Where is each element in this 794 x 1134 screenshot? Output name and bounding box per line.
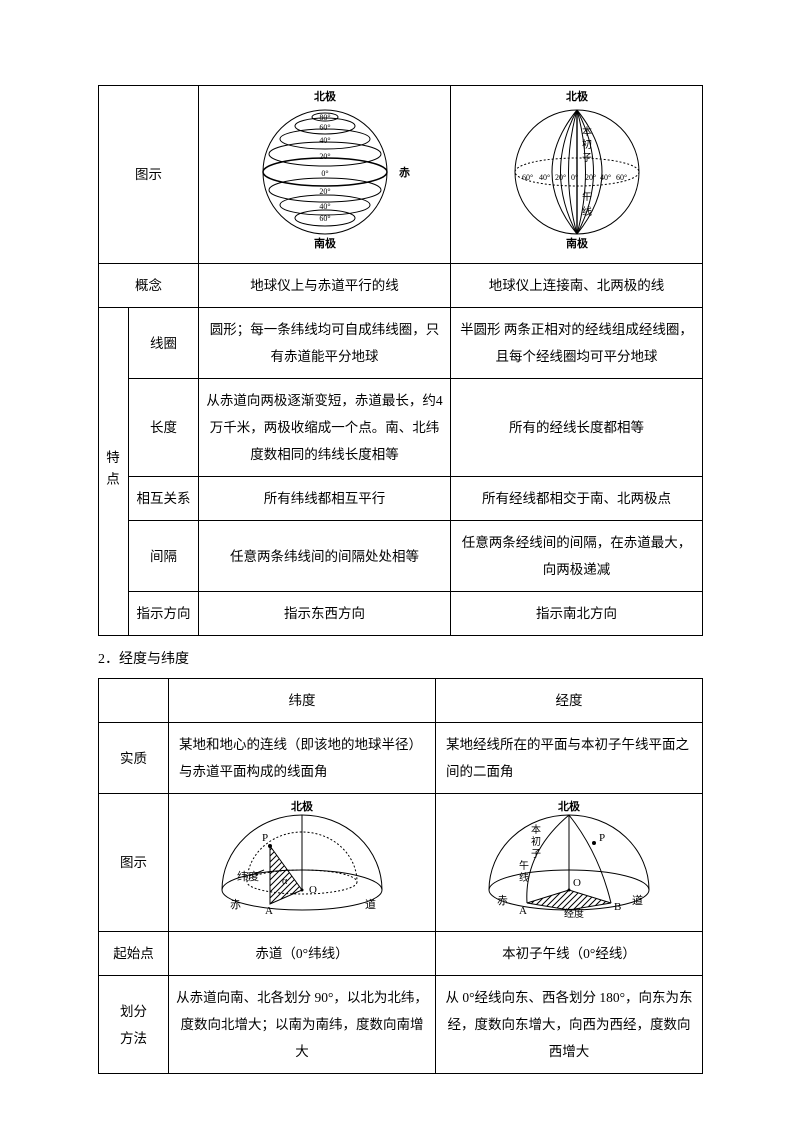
row-label: 划分方法 [99, 976, 169, 1074]
north-pole-label: 北极 [314, 90, 337, 103]
table-row: 概念 地球仪上与赤道平行的线 地球仪上连接南、北两极的线 [99, 264, 703, 308]
row-label: 间隔 [129, 521, 199, 592]
row-label: 相互关系 [129, 477, 199, 521]
svg-text:O: O [309, 884, 317, 896]
svg-text:60°: 60° [522, 173, 533, 182]
row-label: 实质 [99, 723, 169, 794]
svg-text:α: α [282, 876, 288, 887]
table-latitude-longitude-lines: 图示 北极 80° 60° 40° 20° 0° 赤道 20° 40° [98, 85, 703, 636]
cell-text: 任意两条纬线间的间隔处处相等 [199, 521, 451, 592]
svg-text:道: 道 [365, 897, 376, 911]
svg-text:P: P [599, 832, 605, 844]
cell-text: 地球仪上连接南、北两极的线 [451, 264, 703, 308]
svg-text:午: 午 [519, 859, 529, 872]
cell-text: 赤道（0°纬线） [169, 932, 436, 976]
svg-text:80°: 80° [319, 113, 330, 122]
cell-text: 从赤道向两极逐渐变短，赤道最长，约4万千米，两极收缩成一个点。南、北纬度数相同的… [199, 379, 451, 477]
cell-text: 从 0°经线向东、西各划分 180°，向东为东经，度数向东增大，向西为西经，度数… [436, 976, 703, 1074]
svg-text:初: 初 [531, 835, 541, 848]
svg-text:线: 线 [519, 871, 529, 884]
table-row: 实质 某地和地心的连线（即该地的地球半径）与赤道平面构成的线面角 某地经线所在的… [99, 723, 703, 794]
cell-text: 半圆形 两条正相对的经线组成经线圈，且每个经线圈均可平分地球 [451, 308, 703, 379]
features-group-label: 特点 [99, 308, 129, 636]
svg-text:O: O [573, 877, 581, 889]
svg-text:子: 子 [582, 152, 592, 164]
table-row: 指示方向 指示东西方向 指示南北方向 [99, 592, 703, 636]
svg-text:0°: 0° [571, 173, 578, 182]
svg-text:道: 道 [632, 893, 643, 907]
svg-text:线: 线 [582, 205, 592, 218]
table-row: 间隔 任意两条纬线间的间隔处处相等 任意两条经线间的间隔，在赤道最大，向两极递减 [99, 521, 703, 592]
table-row: 图示 北极 O P A α 纬度 赤 道 [99, 794, 703, 932]
svg-text:本: 本 [531, 823, 541, 836]
cell-text: 所有的经线长度都相等 [451, 379, 703, 477]
svg-text:北极: 北极 [291, 799, 314, 813]
cell-text: 指示东西方向 [199, 592, 451, 636]
table-row: 纬度 经度 [99, 679, 703, 723]
svg-text:赤: 赤 [497, 894, 508, 907]
row-label: 图示 [99, 794, 169, 932]
svg-text:午: 午 [582, 190, 592, 203]
svg-text:本: 本 [582, 125, 592, 138]
svg-text:B: B [614, 901, 621, 913]
svg-text:20°: 20° [319, 187, 330, 196]
south-pole-label: 南极 [314, 236, 337, 250]
cell-text: 某地和地心的连线（即该地的地球半径）与赤道平面构成的线面角 [169, 723, 436, 794]
longitude-globe-diagram: 北极 60° 40° 20° 0° 20° 40° 60° 本 初 [451, 86, 703, 264]
row-label: 概念 [99, 264, 199, 308]
svg-text:经度: 经度 [564, 907, 584, 918]
svg-text:赤: 赤 [230, 898, 241, 911]
svg-text:北极: 北极 [558, 799, 581, 813]
cell-text: 本初子午线（0°经线） [436, 932, 703, 976]
north-pole-label: 北极 [566, 90, 589, 103]
svg-text:60°: 60° [319, 214, 330, 223]
svg-text:60°: 60° [616, 173, 627, 182]
table-row: 相互关系 所有纬线都相互平行 所有经线都相交于南、北两极点 [99, 477, 703, 521]
table-row: 特点 线圈 圆形；每一条纬线均可自成纬线圈，只有赤道能平分地球 半圆形 两条正相… [99, 308, 703, 379]
svg-text:0°: 0° [321, 169, 328, 178]
svg-text:A: A [519, 905, 527, 917]
col-header: 纬度 [169, 679, 436, 723]
svg-text:40°: 40° [319, 202, 330, 211]
svg-text:初: 初 [582, 138, 592, 151]
cell-text: 从赤道向南、北各划分 90°，以北为北纬，度数向北增大；以南为南纬，度数向南增大 [169, 976, 436, 1074]
svg-text:20°: 20° [319, 152, 330, 161]
svg-text:纬度: 纬度 [237, 869, 259, 883]
svg-text:子: 子 [531, 848, 541, 860]
equator-label: 赤道 [399, 165, 410, 179]
row-label: 线圈 [129, 308, 199, 379]
svg-text:60°: 60° [319, 123, 330, 132]
svg-text:40°: 40° [539, 173, 550, 182]
cell-text: 所有经线都相交于南、北两极点 [451, 477, 703, 521]
cell-text: 地球仪上与赤道平行的线 [199, 264, 451, 308]
longitude-angle-diagram: 北极 O P A B 本 初 子 午 线 [436, 794, 703, 932]
svg-text:20°: 20° [585, 173, 596, 182]
row-label: 指示方向 [129, 592, 199, 636]
table-row: 图示 北极 80° 60° 40° 20° 0° 赤道 20° 40° [99, 86, 703, 264]
cell-text: 所有纬线都相互平行 [199, 477, 451, 521]
latitude-globe-diagram: 北极 80° 60° 40° 20° 0° 赤道 20° 40° 60° 南极 [199, 86, 451, 264]
prime-meridian-vertical-label: 本 初 子 午 线 [519, 823, 541, 884]
svg-text:40°: 40° [319, 136, 330, 145]
table-row: 长度 从赤道向两极逐渐变短，赤道最长，约4万千米，两极收缩成一个点。南、北纬度数… [99, 379, 703, 477]
svg-text:40°: 40° [600, 173, 611, 182]
latitude-angle-diagram: 北极 O P A α 纬度 赤 道 [169, 794, 436, 932]
table-latitude-longitude-degrees: 纬度 经度 实质 某地和地心的连线（即该地的地球半径）与赤道平面构成的线面角 某… [98, 678, 703, 1074]
cell-text: 任意两条经线间的间隔，在赤道最大，向两极递减 [451, 521, 703, 592]
cell-text: 某地经线所在的平面与本初子午线平面之间的二面角 [436, 723, 703, 794]
col-header: 经度 [436, 679, 703, 723]
svg-text:20°: 20° [555, 173, 566, 182]
empty-cell [99, 679, 169, 723]
table-row: 划分方法 从赤道向南、北各划分 90°，以北为北纬，度数向北增大；以南为南纬，度… [99, 976, 703, 1074]
svg-text:A: A [265, 905, 273, 917]
table-row: 起始点 赤道（0°纬线） 本初子午线（0°经线） [99, 932, 703, 976]
row-label: 起始点 [99, 932, 169, 976]
section-title: 2．经度与纬度 [98, 648, 696, 668]
row-label: 长度 [129, 379, 199, 477]
row-label: 图示 [99, 86, 199, 264]
south-pole-label: 南极 [566, 236, 589, 250]
svg-text:P: P [262, 832, 268, 844]
cell-text: 圆形；每一条纬线均可自成纬线圈，只有赤道能平分地球 [199, 308, 451, 379]
cell-text: 指示南北方向 [451, 592, 703, 636]
